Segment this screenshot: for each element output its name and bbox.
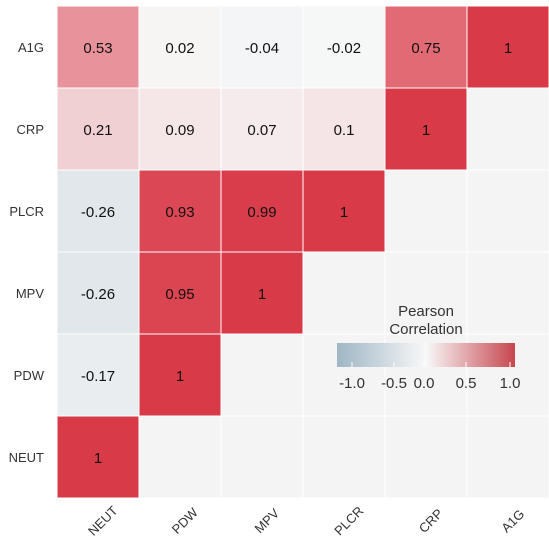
legend-ticks: -1.0 -0.5 0.0 0.5 1.0 bbox=[339, 362, 520, 392]
heatmap-cell bbox=[138, 251, 222, 335]
cell-value-label: 0.02 bbox=[165, 40, 194, 57]
y-axis-labels: A1G CRP PLCR MPV PDW NEUT bbox=[9, 40, 45, 465]
cell-value-label: 0.53 bbox=[83, 40, 112, 57]
heatmap-cell bbox=[138, 415, 222, 499]
heatmap-cell bbox=[466, 169, 549, 253]
heatmap-cell bbox=[384, 87, 468, 171]
heatmap-cell bbox=[302, 251, 386, 335]
cell-value-label: 0.95 bbox=[165, 286, 194, 303]
cell-value-label: 0.21 bbox=[83, 122, 112, 139]
legend-tick-label: -1.0 bbox=[339, 375, 365, 392]
cell-value-label: 0.1 bbox=[334, 122, 355, 139]
legend-tick-label: 0.5 bbox=[456, 375, 477, 392]
cell-value-label: 1 bbox=[340, 204, 348, 221]
cell-value-label: -0.17 bbox=[81, 368, 115, 385]
heatmap-cell bbox=[384, 169, 468, 253]
cell-value-label: 0.09 bbox=[165, 122, 194, 139]
heatmap-cell bbox=[56, 169, 140, 253]
heatmap-cell bbox=[56, 333, 140, 417]
x-tick-label: CRP bbox=[416, 506, 446, 536]
heatmap-cell bbox=[302, 169, 386, 253]
y-tick-label: CRP bbox=[17, 122, 44, 137]
x-tick-label: A1G bbox=[498, 506, 527, 535]
cell-value-label: -0.04 bbox=[245, 40, 279, 57]
heatmap-cell bbox=[384, 251, 468, 335]
cell-value-label: 0.93 bbox=[165, 204, 194, 221]
y-tick-label: MPV bbox=[16, 286, 45, 301]
cell-value-label: -0.26 bbox=[81, 286, 115, 303]
heatmap-cell bbox=[466, 251, 549, 335]
cell-value-label: 1 bbox=[422, 122, 430, 139]
x-tick-label: NEUT bbox=[85, 503, 121, 539]
heatmap-cell bbox=[466, 5, 549, 89]
y-tick-label: PDW bbox=[14, 368, 45, 383]
legend-tick-label: 1.0 bbox=[500, 375, 521, 392]
heatmap-cell bbox=[138, 169, 222, 253]
heatmap-cell bbox=[220, 333, 304, 417]
cell-value-label: 0.75 bbox=[411, 40, 440, 57]
heatmap-cell bbox=[302, 87, 386, 171]
heatmap-cell bbox=[384, 415, 468, 499]
legend-title-line2: Correlation bbox=[389, 321, 462, 338]
heatmap-cell bbox=[220, 5, 304, 89]
cell-value-label: 1 bbox=[176, 368, 184, 385]
x-tick-label: PDW bbox=[169, 504, 202, 537]
heatmap-cell bbox=[466, 415, 549, 499]
y-tick-label: NEUT bbox=[9, 450, 44, 465]
cell-value-label: 1 bbox=[258, 286, 266, 303]
cell-value-label: 1 bbox=[504, 40, 512, 57]
heatmap-cell bbox=[466, 87, 549, 171]
heatmap-cell bbox=[220, 415, 304, 499]
heatmap-cell bbox=[302, 5, 386, 89]
x-tick-label: MPV bbox=[252, 505, 283, 536]
heatmap-cell bbox=[138, 5, 222, 89]
cell-value-label: -0.26 bbox=[81, 204, 115, 221]
legend-tick-label: 0.0 bbox=[414, 375, 435, 392]
heatmap-cell bbox=[56, 5, 140, 89]
y-tick-label: A1G bbox=[18, 40, 44, 55]
cell-value-label: 0.99 bbox=[247, 204, 276, 221]
heatmap-cell bbox=[56, 87, 140, 171]
legend-title-line1: Pearson bbox=[398, 303, 454, 320]
cell-value-label: -0.02 bbox=[327, 40, 361, 57]
legend-color-bar bbox=[337, 343, 515, 367]
heatmap-cell bbox=[56, 415, 140, 499]
x-axis-labels: NEUT PDW MPV PLCR CRP A1G bbox=[85, 503, 527, 539]
heatmap-cell bbox=[384, 5, 468, 89]
heatmap-cell bbox=[302, 415, 386, 499]
heatmap-cell-labels: 0.53 0.02 -0.04 -0.02 0.75 1 0.21 0.09 0.07 0.1 1 -… bbox=[81, 40, 512, 467]
y-tick-label: PLCR bbox=[9, 204, 44, 219]
color-legend: Pearson Correlation -1.0 -0.5 0.0 0.5 1.0 bbox=[337, 303, 520, 392]
cell-value-label: 0.07 bbox=[247, 122, 276, 139]
heatmap-cell bbox=[138, 333, 222, 417]
heatmap-cells bbox=[56, 5, 549, 499]
cell-value-label: 1 bbox=[94, 450, 102, 467]
x-tick-label: PLCR bbox=[331, 503, 366, 538]
legend-tick-label: -0.5 bbox=[381, 375, 407, 392]
